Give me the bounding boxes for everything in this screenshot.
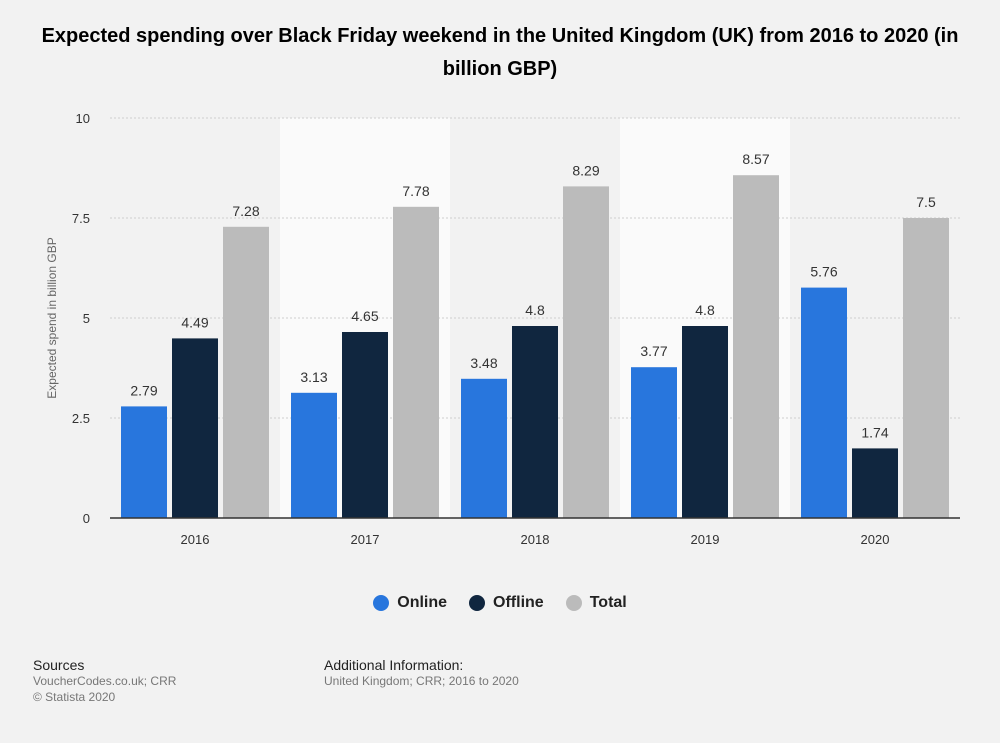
y-tick-label: 5 [83,311,90,326]
x-tick-label-2016: 2016 [181,532,210,547]
bar-online-2017[interactable] [291,392,337,518]
additional-info-block: Additional Information: United Kingdom; … [324,657,519,689]
legend-marker-total [565,595,582,611]
chart-legend: Online Offline Total [0,594,1000,612]
bar-online-2018[interactable] [461,378,507,518]
legend-label-online: Online [397,594,448,611]
x-tick-label-2018: 2018 [521,532,550,547]
bar-online-2019[interactable] [631,367,677,518]
bar-total-2017[interactable] [393,206,439,519]
legend-label-offline: Offline [493,594,544,611]
data-label-total-2017: 7.78 [402,183,429,199]
bar-total-2020[interactable] [903,218,949,518]
legend-marker-online [373,595,390,611]
data-label-total-2019: 8.57 [742,151,769,167]
data-label-online-2018: 3.48 [470,355,497,371]
data-label-offline-2020: 1.74 [861,424,888,440]
data-label-online-2017: 3.13 [300,369,327,385]
x-tick-label-2017: 2017 [351,532,380,547]
legend-item-offline[interactable]: Offline [469,594,544,612]
y-tick-label: 2.5 [72,411,90,426]
additional-info-heading[interactable]: Additional Information: [324,657,464,673]
x-tick-label-2019: 2019 [691,532,720,547]
sources-line-2: © Statista 2020 [33,690,116,704]
bar-offline-2016[interactable] [172,338,218,518]
legend-item-online[interactable]: Online [373,594,447,612]
bar-total-2019[interactable] [733,175,779,518]
x-tick-label-2020: 2020 [861,532,890,547]
data-label-online-2019: 3.77 [640,343,667,359]
y-tick-label: 10 [76,111,90,126]
data-label-online-2016: 2.79 [130,382,157,398]
data-label-total-2018: 8.29 [572,162,599,178]
data-label-offline-2016: 4.49 [181,314,208,330]
data-label-total-2016: 7.28 [232,203,259,219]
sources-heading[interactable]: Sources [33,657,85,673]
bar-total-2018[interactable] [563,186,609,518]
y-tick-label: 7.5 [72,211,90,226]
legend-marker-offline [469,595,486,611]
bar-offline-2017[interactable] [342,332,388,518]
bar-total-2016[interactable] [223,226,269,519]
data-label-total-2020: 7.5 [916,194,936,210]
sources-block: Sources VoucherCodes.co.uk; CRR © Statis… [33,657,176,705]
data-label-offline-2018: 4.8 [525,302,545,318]
data-label-offline-2017: 4.65 [351,308,378,324]
data-label-offline-2019: 4.8 [695,302,715,318]
bar-offline-2018[interactable] [512,326,558,518]
data-label-online-2020: 5.76 [810,264,837,280]
bar-offline-2020[interactable] [852,448,898,518]
legend-label-total: Total [589,594,627,611]
bar-online-2020[interactable] [801,287,847,518]
additional-info-text: United Kingdom; CRR; 2016 to 2020 [324,674,519,688]
y-axis-title: Expected spend in billion GBP [45,237,59,398]
y-tick-label: 0 [83,511,90,526]
sources-line-1: VoucherCodes.co.uk; CRR [33,674,177,688]
chart-title: Expected spending over Black Friday week… [41,25,959,80]
bar-offline-2019[interactable] [682,326,728,518]
legend-item-total[interactable]: Total [565,594,627,612]
bar-online-2016[interactable] [121,406,167,518]
